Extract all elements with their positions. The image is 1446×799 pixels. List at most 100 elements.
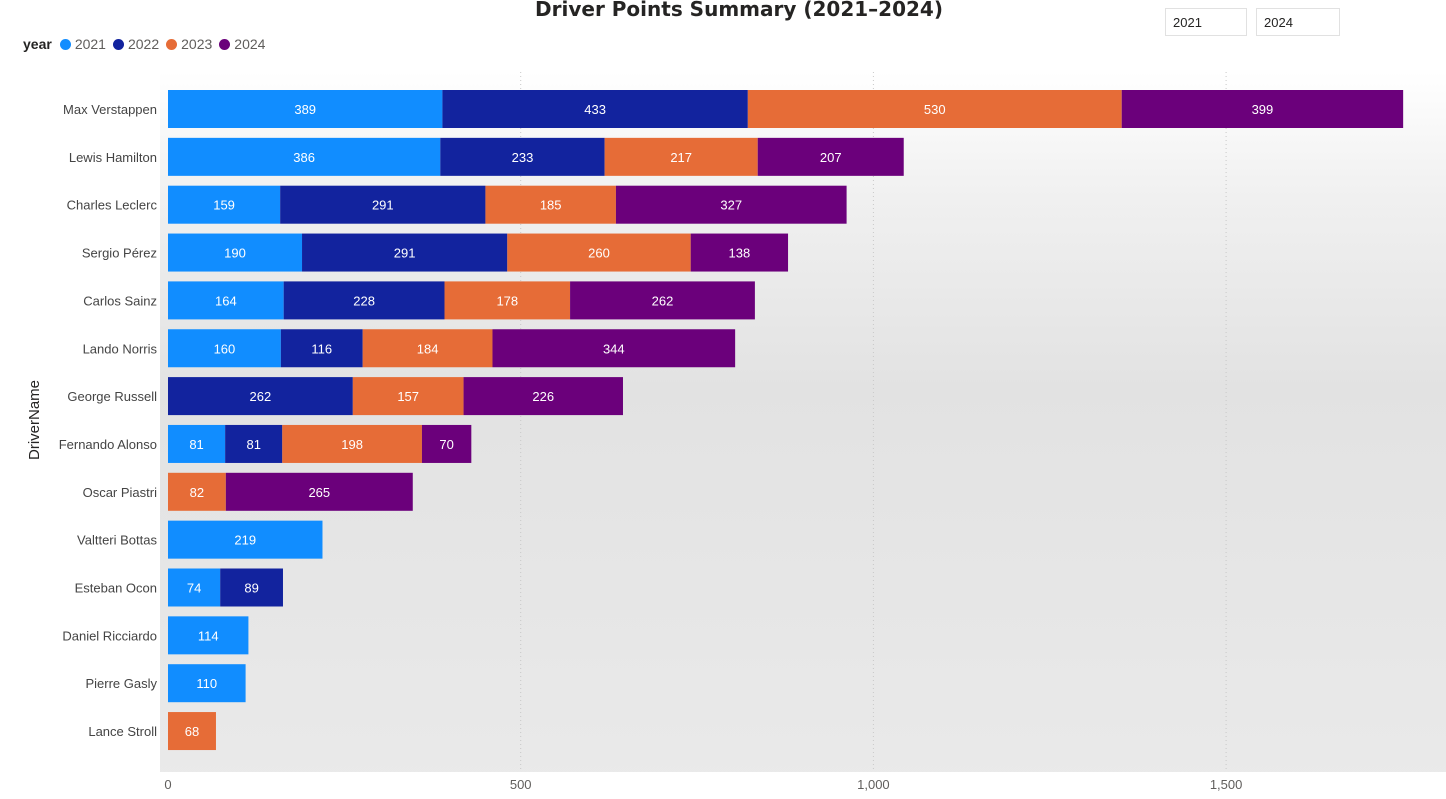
data-label-sergio-perez-2021: 190 <box>224 246 246 261</box>
bar-pierre-gasly-2021[interactable] <box>168 664 246 703</box>
data-label-lewis-hamilton-2024: 207 <box>820 150 842 165</box>
bar-lando-norris-2021[interactable] <box>168 329 281 368</box>
legend-item-2021[interactable]: 2021 <box>59 36 106 52</box>
data-label-charles-leclerc-2023: 185 <box>540 198 562 213</box>
bar-valtteri-bottas-2021[interactable] <box>168 520 323 559</box>
data-label-george-russell-2024: 226 <box>532 389 554 404</box>
data-label-lewis-hamilton-2021: 386 <box>293 150 315 165</box>
bar-sergio-perez-2023[interactable] <box>507 233 691 272</box>
bar-lewis-hamilton-2021[interactable] <box>168 137 441 176</box>
bar-lando-norris-2023[interactable] <box>362 329 493 368</box>
x-tick-label-1500: 1,500 <box>1210 777 1243 792</box>
data-label-esteban-ocon-2022: 89 <box>244 581 258 596</box>
data-label-carlos-sainz-2022: 228 <box>353 293 375 308</box>
data-label-sergio-perez-2024: 138 <box>729 246 751 261</box>
y-category-label-daniel-ricciardo: Daniel Ricciardo <box>62 628 157 643</box>
y-category-label-oscar-piastri: Oscar Piastri <box>83 485 158 500</box>
data-label-max-verstappen-2024: 399 <box>1252 102 1274 117</box>
data-label-lando-norris-2023: 184 <box>417 341 439 356</box>
y-category-label-lance-stroll: Lance Stroll <box>88 724 157 739</box>
bar-charles-leclerc-2021[interactable] <box>168 185 281 224</box>
data-label-george-russell-2022: 262 <box>250 389 272 404</box>
bar-carlos-sainz-2021[interactable] <box>168 281 284 320</box>
data-label-charles-leclerc-2024: 327 <box>720 198 742 213</box>
data-label-charles-leclerc-2022: 291 <box>372 198 394 213</box>
data-label-oscar-piastri-2023: 82 <box>190 485 204 500</box>
data-label-carlos-sainz-2024: 262 <box>652 293 674 308</box>
bar-daniel-ricciardo-2021[interactable] <box>168 616 249 655</box>
data-label-carlos-sainz-2021: 164 <box>215 293 237 308</box>
x-tick-label-0: 0 <box>164 777 171 792</box>
y-category-label-sergio-perez: Sergio Pérez <box>82 246 157 261</box>
chart-legend: year 2021 2022 2023 2024 <box>23 36 272 52</box>
data-label-george-russell-2023: 157 <box>397 389 419 404</box>
legend-swatch-2022 <box>112 38 124 50</box>
data-label-charles-leclerc-2021: 159 <box>213 198 235 213</box>
bar-lando-norris-2022[interactable] <box>280 329 363 368</box>
data-label-fernando-alonso-2022: 81 <box>246 437 260 452</box>
legend-item-2022[interactable]: 2022 <box>112 36 160 52</box>
bar-carlos-sainz-2023[interactable] <box>444 281 571 320</box>
legend-item-2024[interactable]: 2024 <box>219 36 265 52</box>
bar-max-verstappen-2021[interactable] <box>168 90 443 128</box>
bar-charles-leclerc-2022[interactable] <box>280 185 486 224</box>
year-end-slicer[interactable]: 2024 <box>1256 8 1340 36</box>
bar-carlos-sainz-2022[interactable] <box>283 281 445 320</box>
bar-lance-stroll-2023[interactable] <box>168 712 216 751</box>
bar-esteban-ocon-2022[interactable] <box>220 568 283 607</box>
bar-george-russell-2024[interactable] <box>463 377 623 416</box>
bar-charles-leclerc-2023[interactable] <box>485 185 616 224</box>
bar-fernando-alonso-2021[interactable] <box>168 424 226 463</box>
x-tick-label-1000: 1,000 <box>857 777 890 792</box>
legend-title: year <box>23 36 52 52</box>
data-label-lando-norris-2022: 116 <box>311 341 332 356</box>
bar-sergio-perez-2024[interactable] <box>690 233 789 272</box>
bar-lewis-hamilton-2024[interactable] <box>757 137 904 176</box>
y-category-label-esteban-ocon: Esteban Ocon <box>75 581 157 596</box>
data-label-pierre-gasly-2021: 110 <box>196 676 217 691</box>
data-label-esteban-ocon-2021: 74 <box>187 581 201 596</box>
legend-label-2022: 2022 <box>127 36 160 52</box>
bar-oscar-piastri-2023[interactable] <box>168 472 226 511</box>
bar-charles-leclerc-2024[interactable] <box>615 185 847 224</box>
bar-fernando-alonso-2022[interactable] <box>225 424 283 463</box>
legend-swatch-2023 <box>166 38 178 50</box>
bar-lewis-hamilton-2022[interactable] <box>440 137 605 176</box>
bar-sergio-perez-2022[interactable] <box>302 233 508 272</box>
y-category-label-pierre-gasly: Pierre Gasly <box>85 676 157 691</box>
bar-oscar-piastri-2024[interactable] <box>225 472 413 511</box>
bar-fernando-alonso-2024[interactable] <box>421 424 472 463</box>
bar-max-verstappen-2022[interactable] <box>442 90 748 128</box>
year-start-slicer[interactable]: 2021 <box>1165 8 1247 36</box>
data-label-fernando-alonso-2021: 81 <box>189 437 203 452</box>
data-label-sergio-perez-2023: 260 <box>588 246 610 261</box>
data-label-carlos-sainz-2023: 178 <box>496 293 518 308</box>
y-category-label-lando-norris: Lando Norris <box>83 341 158 356</box>
bar-carlos-sainz-2024[interactable] <box>570 281 755 320</box>
data-label-max-verstappen-2021: 389 <box>294 102 316 117</box>
bar-fernando-alonso-2023[interactable] <box>282 424 422 463</box>
data-label-fernando-alonso-2023: 198 <box>341 437 363 452</box>
y-category-label-fernando-alonso: Fernando Alonso <box>59 437 157 452</box>
bar-george-russell-2022[interactable] <box>168 377 353 416</box>
data-label-max-verstappen-2022: 433 <box>584 102 606 117</box>
y-category-label-charles-leclerc: Charles Leclerc <box>67 198 158 213</box>
data-label-lando-norris-2024: 344 <box>603 341 625 356</box>
y-category-label-valtteri-bottas: Valtteri Bottas <box>77 533 157 548</box>
bar-esteban-ocon-2021[interactable] <box>168 568 221 607</box>
bar-sergio-perez-2021[interactable] <box>168 233 303 272</box>
y-category-label-lewis-hamilton: Lewis Hamilton <box>69 150 157 165</box>
chart-title: Driver Points Summary (2021–2024) <box>535 0 943 21</box>
data-label-lewis-hamilton-2022: 233 <box>512 150 534 165</box>
legend-item-2023[interactable]: 2023 <box>166 36 212 52</box>
bar-lando-norris-2024[interactable] <box>492 329 736 368</box>
y-category-label-carlos-sainz: Carlos Sainz <box>83 293 157 308</box>
bar-max-verstappen-2023[interactable] <box>747 90 1122 128</box>
bar-lewis-hamilton-2023[interactable] <box>604 137 758 176</box>
bar-max-verstappen-2024[interactable] <box>1121 90 1404 128</box>
data-label-daniel-ricciardo-2021: 114 <box>198 628 219 643</box>
y-category-label-george-russell: George Russell <box>67 389 157 404</box>
bar-george-russell-2023[interactable] <box>352 377 464 416</box>
legend-label-2023: 2023 <box>181 36 213 52</box>
